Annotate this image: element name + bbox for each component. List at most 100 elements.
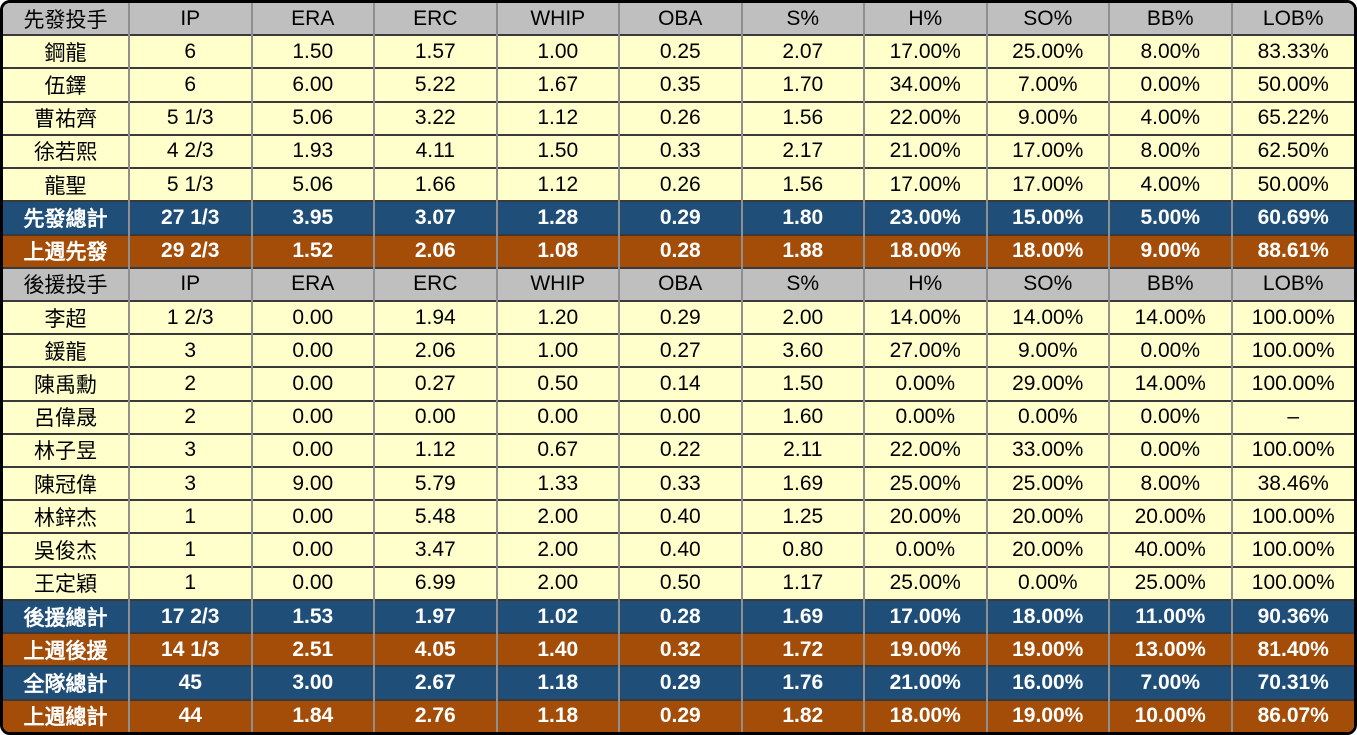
total-row: 後援總計 17 2/3 1.53 1.97 1.02 0.28 1.69 17.00% 18.0…	[3, 598, 1354, 634]
stat-cell: 13.00%	[1108, 632, 1232, 667]
stat-cell: 1.12	[373, 432, 497, 468]
column-header-cell: LOB%	[1230, 266, 1354, 301]
stat-cell: 1.94	[373, 299, 497, 335]
column-header-cell: ERC	[373, 266, 497, 301]
summary-label-cell: 全隊總計	[3, 665, 129, 700]
stat-cell: 0.28	[618, 233, 742, 268]
column-header-cell: OBA	[618, 3, 742, 36]
stat-cell: 4.00%	[1108, 100, 1232, 135]
stat-cell: 38.46%	[1230, 466, 1354, 501]
stat-cell: 9.00	[250, 466, 374, 501]
pitching-stats-table: 先發投手 IP ERA ERC WHIP OBA S% H% SO% BB% LOB% 鋼龍 6 1.50…	[3, 3, 1354, 732]
stat-cell: 2.06	[373, 333, 497, 368]
column-header-cell: SO%	[985, 266, 1109, 301]
stat-cell: 14 1/3	[128, 632, 252, 667]
stat-cell: 5 1/3	[128, 167, 252, 202]
stat-cell: 2.00	[495, 565, 619, 600]
stat-cell: 16.00%	[985, 665, 1109, 700]
stat-cell: 2.07	[740, 34, 864, 69]
stat-cell: 0.29	[618, 299, 742, 335]
summary-label-cell: 上週總計	[3, 698, 129, 732]
player-name-cell: 呂偉晟	[3, 399, 129, 434]
stat-cell: 20.00%	[985, 532, 1109, 567]
stat-cell: 4.00%	[1108, 167, 1232, 202]
column-header-cell: S%	[740, 3, 864, 36]
stat-cell: 4 2/3	[128, 133, 252, 169]
stat-cell: 0.00	[250, 366, 374, 401]
stat-cell: 5 1/3	[128, 100, 252, 135]
stat-cell: 5.06	[250, 100, 374, 135]
stat-cell: 0.00%	[863, 366, 987, 401]
stat-cell: 1.84	[250, 698, 374, 732]
stat-cell: 6.00	[250, 67, 374, 102]
stat-cell: 0.26	[618, 167, 742, 202]
stat-cell: 4.11	[373, 133, 497, 169]
stat-cell: 0.33	[618, 466, 742, 501]
player-name-cell: 鍰龍	[3, 333, 129, 368]
stat-cell: 1.33	[495, 466, 619, 501]
summary-label-cell: 上週先發	[3, 233, 129, 268]
stat-cell: 25.00%	[863, 466, 987, 501]
player-row: 伍鐸 6 6.00 5.22 1.67 0.35 1.70 34.00% 7.00% 0.00% 5…	[3, 67, 1354, 102]
stat-cell: 18.00%	[863, 698, 987, 732]
stat-cell: 0.00%	[1108, 432, 1232, 468]
total-row: 先發總計 27 1/3 3.95 3.07 1.28 0.29 1.80 23.00% 15.0…	[3, 200, 1354, 235]
stat-cell: 0.00	[618, 399, 742, 434]
stat-cell: 3.22	[373, 100, 497, 135]
stat-cell: 1.88	[740, 233, 864, 268]
section-header-row: 後援投手 IP ERA ERC WHIP OBA S% H% SO% BB% LOB%	[3, 266, 1354, 301]
column-header-cell: OBA	[618, 266, 742, 301]
stat-cell: 3	[128, 333, 252, 368]
stat-cell: 5.48	[373, 499, 497, 534]
stat-cell: 1.40	[495, 632, 619, 667]
stat-cell: 1.56	[740, 167, 864, 202]
player-row: 陳禹勳 2 0.00 0.27 0.50 0.14 1.50 0.00% 29.00% 14.00…	[3, 366, 1354, 401]
stat-cell: 0.00%	[1108, 67, 1232, 102]
stat-cell: 1.52	[250, 233, 374, 268]
stat-cell: 1	[128, 532, 252, 567]
stat-cell: 1.72	[740, 632, 864, 667]
stat-cell: 1.00	[495, 34, 619, 69]
stat-cell: 14.00%	[863, 299, 987, 335]
stat-cell: 100.00%	[1230, 333, 1354, 368]
stat-cell: 5.22	[373, 67, 497, 102]
stat-cell: 1.69	[740, 598, 864, 634]
stat-cell: 25.00%	[985, 34, 1109, 69]
stat-cell: 1.57	[373, 34, 497, 69]
stat-cell: 83.33%	[1230, 34, 1354, 69]
stat-cell: 20.00%	[985, 499, 1109, 534]
stat-cell: 1.80	[740, 200, 864, 235]
lastweek-row: 上週先發 29 2/3 1.52 2.06 1.08 0.28 1.88 18.00% 18.0…	[3, 233, 1354, 268]
stat-cell: 3.95	[250, 200, 374, 235]
stat-cell: 9.00%	[985, 333, 1109, 368]
lastweek-row: 上週總計 44 1.84 2.76 1.18 0.29 1.82 18.00% 19.00% 10…	[3, 698, 1354, 732]
stat-cell: 20.00%	[863, 499, 987, 534]
column-header-cell: H%	[863, 3, 987, 36]
stat-cell: 3	[128, 432, 252, 468]
player-name-cell: 鋼龍	[3, 34, 129, 69]
stat-cell: 1.56	[740, 100, 864, 135]
column-header-cell: ERC	[373, 3, 497, 36]
stat-cell: 0.14	[618, 366, 742, 401]
stat-cell: 0.35	[618, 67, 742, 102]
stat-cell: 21.00%	[863, 665, 987, 700]
stat-cell: 100.00%	[1230, 532, 1354, 567]
stat-cell: 0.00	[250, 532, 374, 567]
stat-cell: 90.36%	[1230, 598, 1354, 634]
stat-cell: 3.47	[373, 532, 497, 567]
stat-cell: 2.00	[740, 299, 864, 335]
stat-cell: 23.00%	[863, 200, 987, 235]
summary-label-cell: 上週後援	[3, 632, 129, 667]
player-row: 鍰龍 3 0.00 2.06 1.00 0.27 3.60 27.00% 9.00% 0.00% 1…	[3, 333, 1354, 368]
column-header-cell: SO%	[985, 3, 1109, 36]
stat-cell: 7.00%	[985, 67, 1109, 102]
stat-cell: 2.00	[495, 499, 619, 534]
stat-cell: 1 2/3	[128, 299, 252, 335]
lastweek-row: 上週後援 14 1/3 2.51 4.05 1.40 0.32 1.72 19.00% 19.0…	[3, 632, 1354, 667]
stat-cell: 1.18	[495, 665, 619, 700]
stat-cell: 100.00%	[1230, 565, 1354, 600]
column-header-cell: WHIP	[495, 3, 619, 36]
stat-cell: 22.00%	[863, 100, 987, 135]
stat-cell: 0.00	[250, 399, 374, 434]
stat-cell: 14.00%	[1108, 299, 1232, 335]
